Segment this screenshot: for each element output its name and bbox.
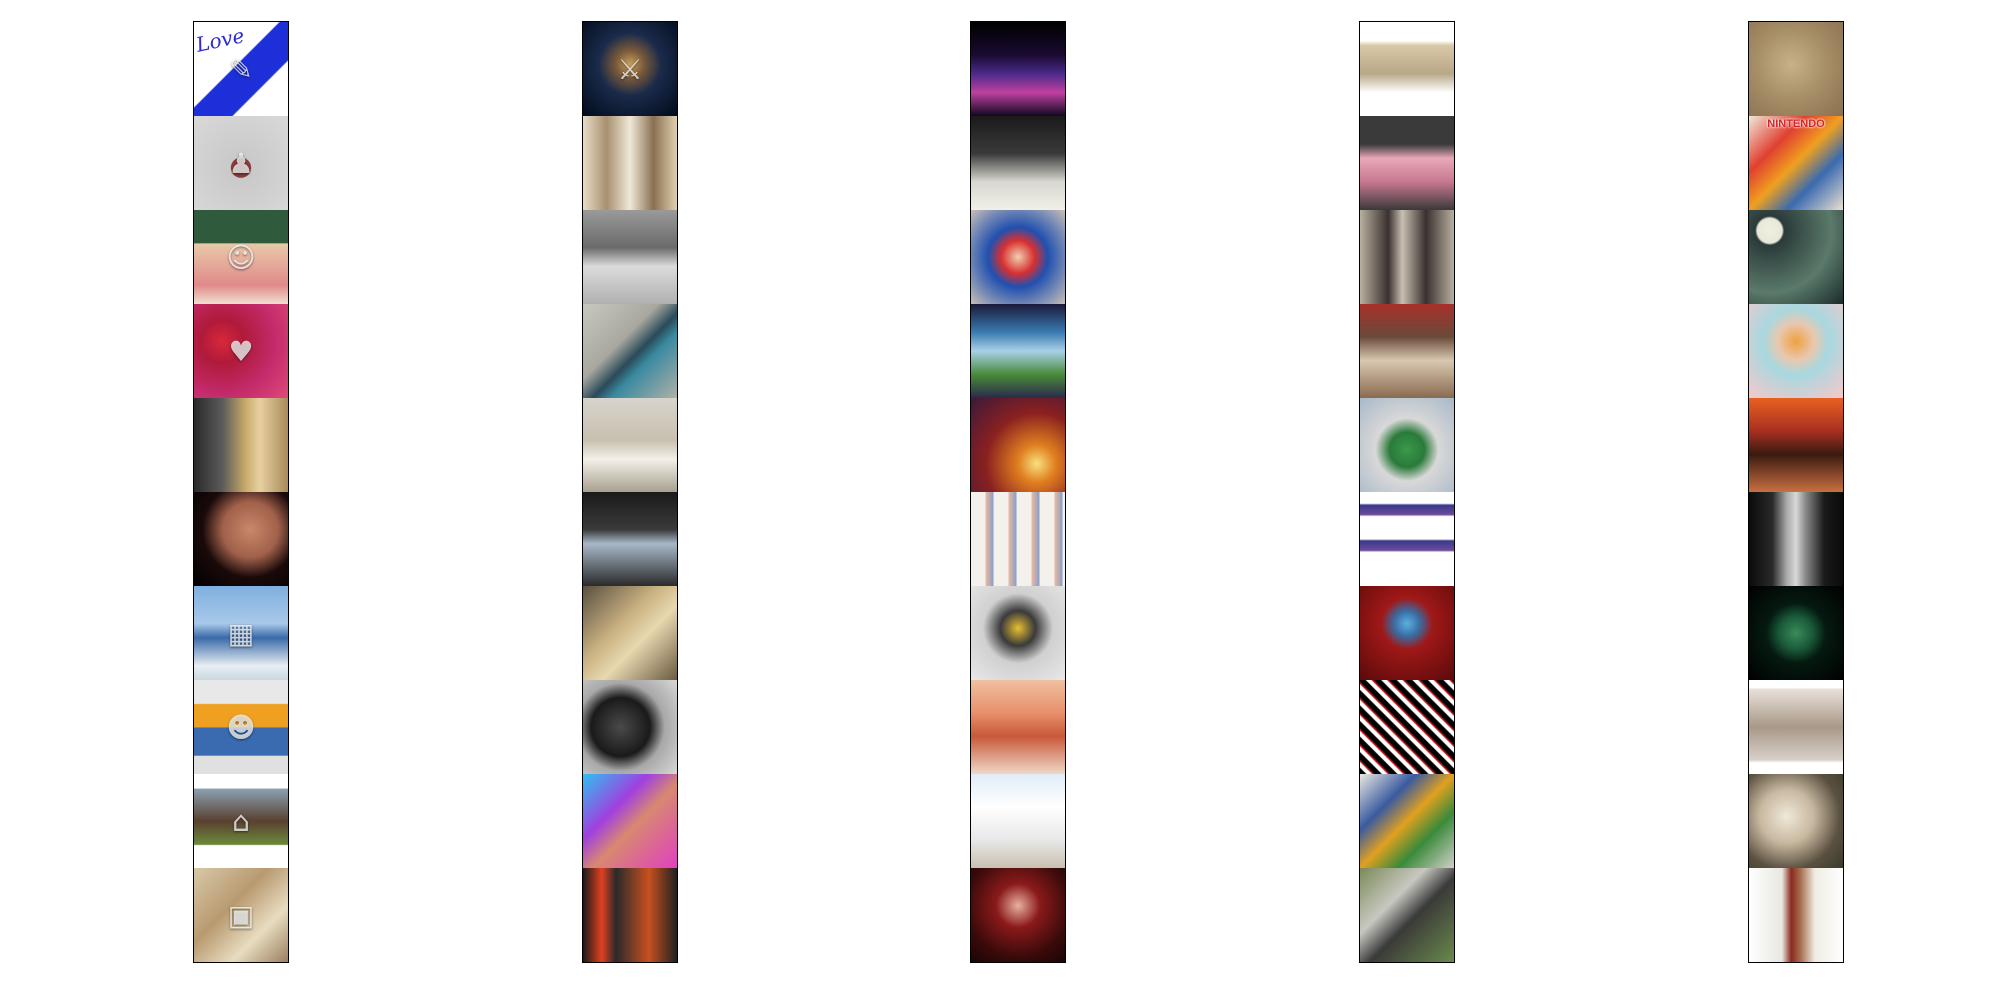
tile-white-architecture[interactable] <box>971 774 1065 868</box>
tile-person-with-artwork[interactable] <box>1360 304 1454 398</box>
tile-masked-figure-drawing[interactable]: ✎ Love <box>194 22 288 116</box>
tile-framed-room-photo[interactable] <box>1749 680 1843 774</box>
tile-staircase-interior[interactable] <box>1360 22 1454 116</box>
tile-console-parts-on-desk[interactable] <box>583 304 677 398</box>
tile-sketch-portrait[interactable] <box>1749 22 1843 116</box>
tile-wooden-house-exterior[interactable]: ⌂ <box>194 774 288 868</box>
tile-red-handheld-console[interactable] <box>1360 586 1454 680</box>
tile-ornate-wooden-sculpture[interactable] <box>583 586 677 680</box>
tile-red-heart-render[interactable]: ♥ <box>194 304 288 398</box>
tile-narrow-interior[interactable] <box>1749 868 1843 962</box>
tile-night-venue-lights[interactable] <box>971 22 1065 116</box>
image-column: ⚔ <box>582 21 678 963</box>
image-column: ✎ Love ♟ ☺ ♥ ▦ ☻ ⌂ ▣ <box>193 21 289 963</box>
tile-caption: NINTENDO <box>1767 118 1825 130</box>
image-column: NINTENDO <box>1748 21 1844 963</box>
tile-horned-creature-portrait[interactable] <box>583 774 677 868</box>
tile-plush-toy-photo[interactable] <box>971 210 1065 304</box>
tile-armored-warrior-render[interactable]: ⚔ <box>583 22 677 116</box>
tile-child-at-desk[interactable] <box>1360 398 1454 492</box>
tile-screenshot-page[interactable] <box>1360 492 1454 586</box>
figure-icon: ♟ <box>228 146 254 180</box>
tile-guitarist-render[interactable] <box>1749 304 1843 398</box>
tile-grey-furniture-model[interactable] <box>583 210 677 304</box>
heart-icon: ♥ <box>228 334 254 368</box>
tile-gold-drape-interior[interactable] <box>194 398 288 492</box>
tile-handheld-console-photo[interactable] <box>971 586 1065 680</box>
tile-hanging-figurines[interactable] <box>1360 210 1454 304</box>
warrior-icon: ⚔ <box>617 52 643 86</box>
tile-game-case-and-controller[interactable] <box>583 868 677 962</box>
tile-textured-vase[interactable] <box>1749 492 1843 586</box>
tile-autumn-foliage[interactable] <box>971 398 1065 492</box>
tile-chibi-character-sheet[interactable] <box>971 492 1065 586</box>
image-column <box>970 21 1066 963</box>
character-icon: ☺ <box>226 240 256 274</box>
tile-moonlit-castle[interactable] <box>1749 210 1843 304</box>
tile-retro-building-car[interactable] <box>971 680 1065 774</box>
person-icon: ☻ <box>226 710 256 744</box>
tile-elf-hero-meme[interactable] <box>971 304 1065 398</box>
tile-nintendo-cartridge-cover[interactable]: NINTENDO <box>1749 116 1843 210</box>
tile-green-star-ornament[interactable] <box>1749 586 1843 680</box>
tile-dark-living-room[interactable] <box>583 492 677 586</box>
box-icon: ▣ <box>227 898 255 932</box>
tile-beaded-object-closeup[interactable] <box>583 680 677 774</box>
tile-console-on-grass[interactable] <box>1360 868 1454 962</box>
drawing-icon: ✎ <box>229 52 253 86</box>
tile-anime-character-art[interactable]: ☺ <box>194 210 288 304</box>
tile-cartoon-man-figure[interactable]: ☻ <box>194 680 288 774</box>
tile-twisted-horn-sculpture[interactable] <box>1749 774 1843 868</box>
tile-party-game-box[interactable] <box>1360 774 1454 868</box>
building-icon: ▦ <box>227 616 255 650</box>
tile-bw-pattern-portrait[interactable] <box>1360 680 1454 774</box>
tile-caption: Love <box>194 23 247 57</box>
tile-textured-head-render[interactable] <box>194 492 288 586</box>
tile-modern-building[interactable]: ▦ <box>194 586 288 680</box>
tile-plumber-figure-render[interactable]: ♟ <box>194 116 288 210</box>
tile-asian-street-night[interactable] <box>1749 398 1843 492</box>
tile-luxury-kitchen[interactable] <box>971 116 1065 210</box>
tile-gothic-arch-interior[interactable] <box>583 116 677 210</box>
tile-wooden-boxes[interactable]: ▣ <box>194 868 288 962</box>
house-icon: ⌂ <box>232 804 250 838</box>
tile-fox-mask-figure[interactable] <box>971 868 1065 962</box>
image-column <box>1359 21 1455 963</box>
tile-bedroom-interior[interactable] <box>583 398 677 492</box>
tile-sleeping-figure[interactable] <box>1360 116 1454 210</box>
